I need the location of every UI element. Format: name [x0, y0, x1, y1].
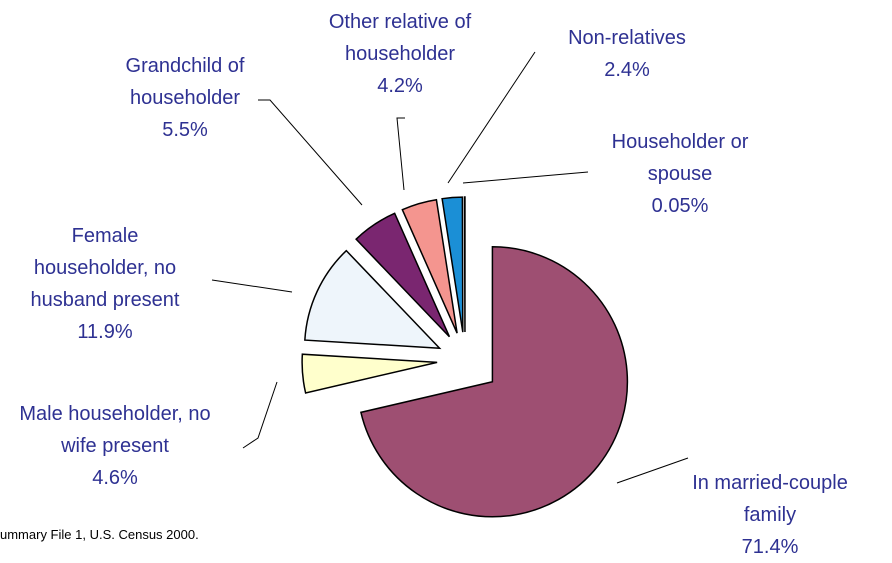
- slice-value: 4.2%: [313, 70, 488, 102]
- slice-name: Householder or spouse: [600, 126, 760, 190]
- slice-value: 0.05%: [600, 190, 760, 222]
- slice-name: In married-couple family: [670, 467, 870, 531]
- slice-name: Non-relatives: [547, 22, 707, 54]
- slice-name: Male householder, no wife present: [15, 398, 215, 462]
- slice-value: 71.4%: [670, 531, 870, 563]
- leader-line: [397, 118, 405, 190]
- slice-name: Grandchild of householder: [115, 50, 255, 114]
- footnote: ummary File 1, U.S. Census 2000.: [0, 527, 199, 542]
- leader-line: [243, 382, 277, 448]
- slice-name: Other relative of householder: [313, 6, 488, 70]
- leader-line: [212, 280, 292, 292]
- slice-value: 4.6%: [15, 462, 215, 494]
- page: ummary File 1, U.S. Census 2000. (() => …: [0, 0, 892, 545]
- slice-name: Female householder, no husband present: [20, 220, 190, 316]
- slice-value: 5.5%: [115, 114, 255, 146]
- pie-slice: [302, 354, 437, 393]
- slice-value: 11.9%: [20, 316, 190, 348]
- leader-line: [258, 100, 362, 205]
- pie-slice: [361, 247, 627, 517]
- leader-line: [463, 172, 588, 183]
- slice-value: 2.4%: [547, 54, 707, 86]
